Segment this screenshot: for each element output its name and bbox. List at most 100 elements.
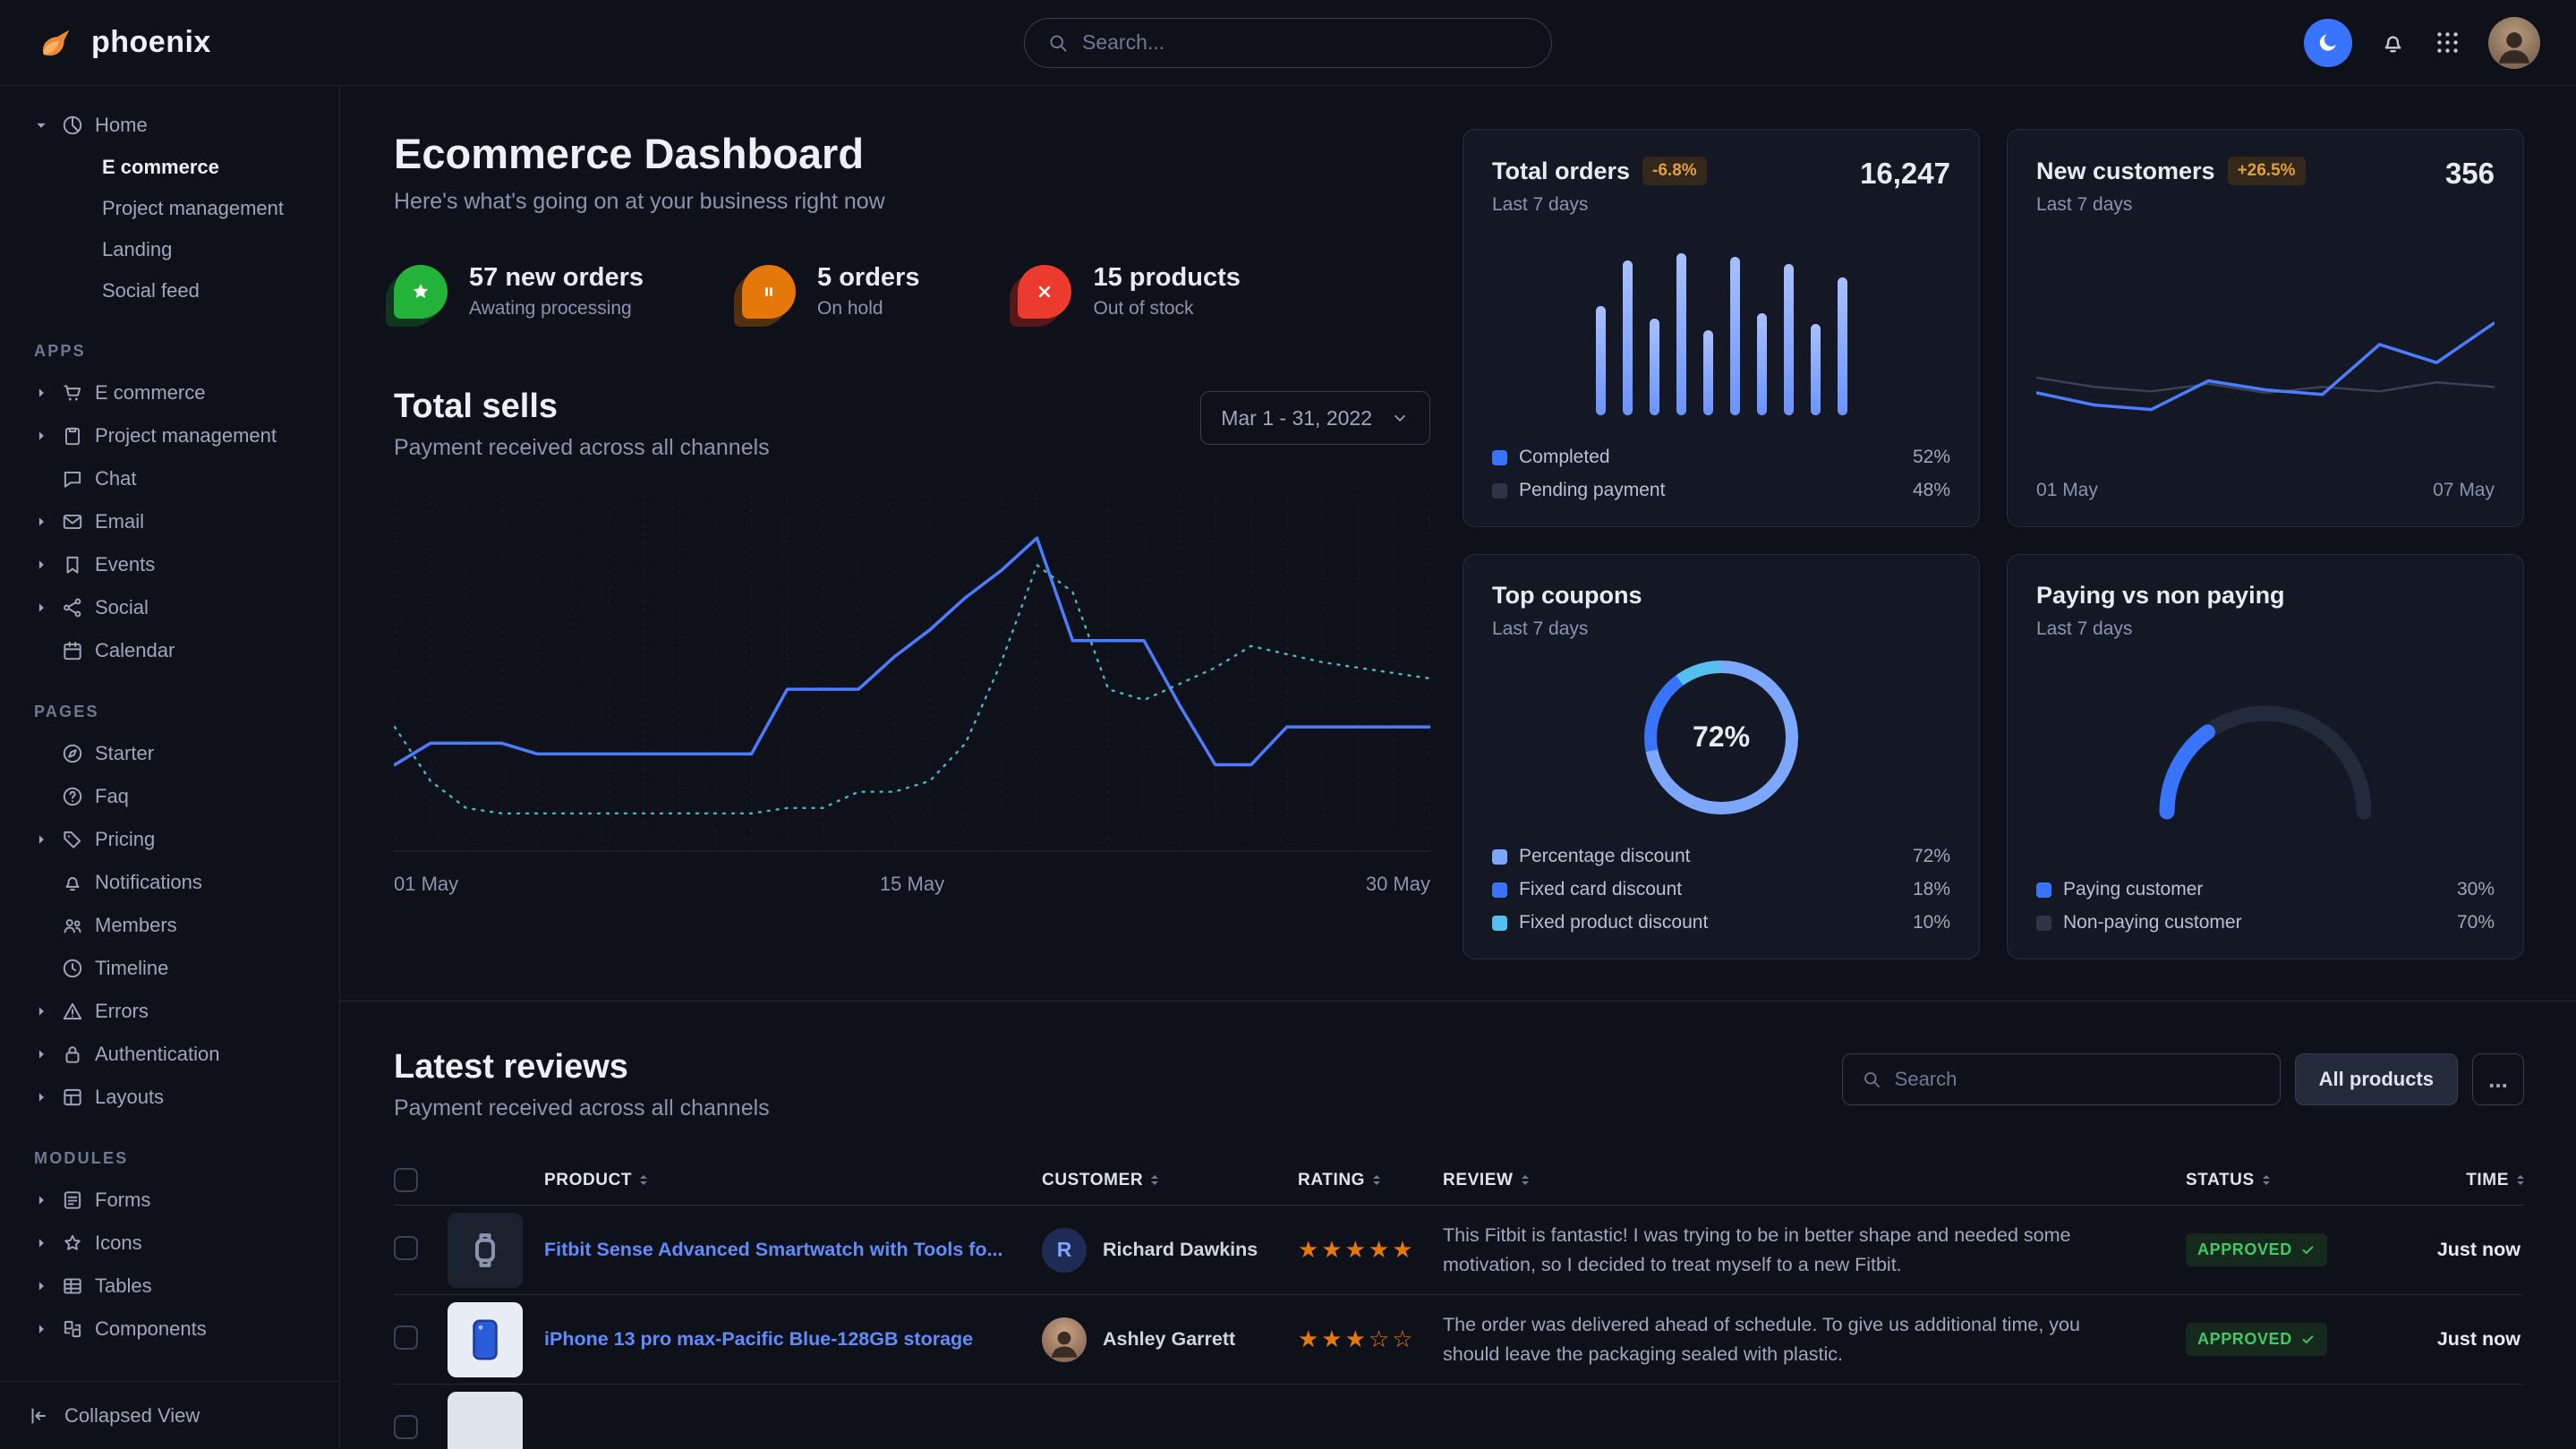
sidebar-item-components[interactable]: Components <box>20 1308 323 1351</box>
order-bar <box>1811 324 1821 415</box>
notifications-button[interactable] <box>2379 29 2407 56</box>
global-search-input[interactable] <box>1082 30 1530 55</box>
row-checkbox[interactable] <box>394 1415 418 1439</box>
sidebar-item-label: Calendar <box>95 639 175 662</box>
sidebar-item-home[interactable]: Home <box>20 104 323 147</box>
sidebar-subitem-landing[interactable]: Landing <box>20 229 323 270</box>
sidebar-item-label: Faq <box>95 785 129 808</box>
total-sells-subtitle: Payment received across all channels <box>394 435 770 461</box>
main-content: Ecommerce Dashboard Here's what's going … <box>340 86 2576 1449</box>
check-icon <box>2300 1242 2316 1257</box>
order-bar <box>1784 264 1794 415</box>
sidebar-section-title: MODULES <box>34 1149 323 1168</box>
customer-name: Ashley Garrett <box>1103 1328 1235 1351</box>
legend-swatch <box>2036 916 2051 931</box>
all-products-button[interactable]: All products <box>2295 1053 2458 1105</box>
chevron-right-icon <box>32 513 50 531</box>
sidebar-item-label: Authentication <box>95 1043 219 1066</box>
sidebar-item-label: Members <box>95 914 177 937</box>
reviews-search[interactable] <box>1842 1053 2281 1105</box>
new-customers-card: New customers +26.5% Last 7 days 356 01 … <box>2007 129 2524 527</box>
legend-label: Pending payment <box>1519 480 1665 501</box>
top-navbar: phoenix <box>0 0 2576 86</box>
rating-stars: ★★★★★ <box>1298 1236 1416 1263</box>
row-checkbox[interactable] <box>394 1236 418 1260</box>
column-header-review[interactable]: REVIEW <box>1443 1171 2186 1190</box>
global-search[interactable] <box>1024 18 1552 68</box>
user-avatar[interactable] <box>2488 17 2540 69</box>
sidebar-item-errors[interactable]: Errors <box>20 990 323 1033</box>
product-link[interactable]: iPhone 13 pro max-Pacific Blue-128GB sto… <box>544 1328 973 1350</box>
kpi-cards-grid: Total orders -6.8% Last 7 days 16,247 Co… <box>1463 129 2524 959</box>
calendar-icon <box>61 639 84 662</box>
sidebar-subitem-social-feed[interactable]: Social feed <box>20 270 323 311</box>
phoenix-logo-icon <box>36 22 77 64</box>
column-header-product[interactable]: PRODUCT <box>544 1171 1042 1190</box>
row-checkbox[interactable] <box>394 1325 418 1350</box>
sidebar-item-calendar[interactable]: Calendar <box>20 629 323 672</box>
column-header-status[interactable]: STATUS <box>2186 1171 2386 1190</box>
card-title: New customers <box>2036 158 2215 185</box>
chevron-right-icon <box>32 1002 50 1020</box>
legend-swatch <box>1492 849 1507 865</box>
sidebar-item-tables[interactable]: Tables <box>20 1265 323 1308</box>
sidebar-item-notifications[interactable]: Notifications <box>20 861 323 904</box>
sidebar-item-label: Notifications <box>95 871 202 894</box>
more-options-button[interactable]: ... <box>2472 1053 2524 1105</box>
sidebar-item-members[interactable]: Members <box>20 904 323 947</box>
sidebar-item-events[interactable]: Events <box>20 543 323 586</box>
order-bar <box>1730 257 1740 415</box>
sidebar-item-label: Pricing <box>95 828 155 851</box>
date-range-value: Mar 1 - 31, 2022 <box>1221 406 1372 430</box>
column-header-rating[interactable]: RATING <box>1298 1171 1443 1190</box>
product-thumbnail[interactable] <box>448 1213 523 1288</box>
sidebar-item-project-management[interactable]: Project management <box>20 414 323 457</box>
stat-new-orders: 57 new orders Awating processing <box>394 263 644 320</box>
select-all-checkbox[interactable] <box>394 1168 418 1192</box>
apps-grid-button[interactable] <box>2434 29 2461 56</box>
sidebar-item-faq[interactable]: Faq <box>20 775 323 818</box>
legend-value: 48% <box>1913 480 1950 501</box>
sidebar-subitem-project-management[interactable]: Project management <box>20 188 323 229</box>
theme-toggle-button[interactable] <box>2304 19 2352 67</box>
sidebar-item-forms[interactable]: Forms <box>20 1179 323 1222</box>
date-range-select[interactable]: Mar 1 - 31, 2022 <box>1200 391 1430 445</box>
sidebar-item-layouts[interactable]: Layouts <box>20 1076 323 1119</box>
sidebar-subitem-e-commerce[interactable]: E commerce <box>20 147 323 188</box>
sidebar-item-pricing[interactable]: Pricing <box>20 818 323 861</box>
puzzle-icon <box>61 1317 84 1341</box>
sidebar-item-label: Email <box>95 510 144 533</box>
collapsed-view-toggle[interactable]: Collapsed View <box>0 1381 339 1449</box>
stat-value: 5 orders <box>817 263 919 293</box>
x-axis-label: 07 May <box>2433 480 2495 501</box>
question-icon <box>61 785 84 808</box>
sidebar-item-social[interactable]: Social <box>20 586 323 629</box>
sidebar-item-chat[interactable]: Chat <box>20 457 323 500</box>
column-header-customer[interactable]: CUSTOMER <box>1042 1171 1298 1190</box>
x-axis-label: 01 May <box>2036 480 2098 501</box>
reviews-search-input[interactable] <box>1895 1068 2262 1091</box>
sidebar-item-email[interactable]: Email <box>20 500 323 543</box>
sidebar-item-authentication[interactable]: Authentication <box>20 1033 323 1076</box>
legend-value: 10% <box>1913 912 1950 933</box>
legend-row: Non-paying customer 70% <box>2036 912 2495 933</box>
layout-icon <box>61 1086 84 1109</box>
chevron-right-icon <box>32 384 50 402</box>
brand[interactable]: phoenix <box>36 22 211 64</box>
x-axis-label: 01 May <box>394 873 458 896</box>
sidebar-item-label: Tables <box>95 1274 152 1298</box>
table-row <box>394 1385 2524 1449</box>
legend-label: Paying customer <box>2063 879 2203 900</box>
order-bar <box>1838 277 1847 415</box>
reviews-title: Latest reviews <box>394 1048 770 1087</box>
sidebar-item-e-commerce[interactable]: E commerce <box>20 371 323 414</box>
clipboard-icon <box>61 424 84 447</box>
mail-icon <box>61 510 84 533</box>
sidebar-item-timeline[interactable]: Timeline <box>20 947 323 990</box>
product-link[interactable]: Fitbit Sense Advanced Smartwatch with To… <box>544 1239 1002 1260</box>
sidebar-item-starter[interactable]: Starter <box>20 732 323 775</box>
column-header-time[interactable]: TIME <box>2386 1171 2524 1190</box>
sidebar-item-icons[interactable]: Icons <box>20 1222 323 1265</box>
product-thumbnail[interactable] <box>448 1302 523 1377</box>
product-thumbnail[interactable] <box>448 1392 523 1449</box>
